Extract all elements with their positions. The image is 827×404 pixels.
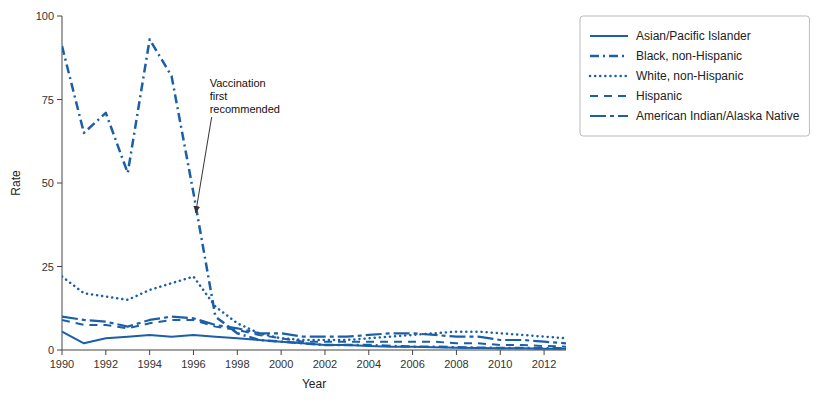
- legend-label: American Indian/Alaska Native: [636, 109, 800, 123]
- y-axis-label: Rate: [9, 170, 23, 196]
- legend-box: [580, 16, 809, 136]
- legend-label: White, non-Hispanic: [636, 69, 743, 83]
- legend-label: Black, non-Hispanic: [636, 49, 742, 63]
- axes: 1990 1992 1994 1996 1998 2000 2002 2004 2006 2008…: [36, 10, 566, 370]
- legend-swatch: [590, 95, 628, 97]
- x-tick: [368, 350, 369, 355]
- x-tick-label: 1994: [137, 358, 161, 370]
- x-tick: [281, 350, 282, 355]
- x-tick: [456, 350, 457, 355]
- x-tick-label: 2008: [444, 358, 468, 370]
- legend-label: Hispanic: [636, 89, 682, 103]
- x-axis-line: [62, 350, 566, 351]
- series-line: [62, 277, 566, 340]
- x-tick-label: 2000: [269, 358, 293, 370]
- x-tick: [193, 350, 194, 355]
- x-tick: [149, 350, 150, 355]
- series-line: [62, 39, 566, 348]
- legend-swatch: [590, 55, 628, 58]
- y-tick-label: 25: [42, 261, 54, 273]
- y-tick: [57, 266, 62, 267]
- y-tick: [57, 99, 62, 100]
- x-tick: [544, 350, 545, 355]
- x-tick-label: 2004: [357, 358, 381, 370]
- y-tick-label: 100: [36, 10, 54, 22]
- x-tick-label: 1990: [50, 358, 74, 370]
- x-tick-label: 1996: [181, 358, 205, 370]
- x-tick-label: 2002: [313, 358, 337, 370]
- x-tick-label: 2010: [488, 358, 512, 370]
- x-tick: [237, 350, 238, 355]
- y-tick-label: 75: [42, 94, 54, 106]
- x-tick: [105, 350, 106, 355]
- x-tick-label: 2006: [400, 358, 424, 370]
- legend: Asian/Pacific Islander Black, non-Hispani…: [580, 16, 809, 136]
- y-tick: [57, 350, 62, 351]
- x-axis-label: Year: [302, 377, 326, 391]
- x-tick-label: 1998: [225, 358, 249, 370]
- series-line: [62, 317, 566, 344]
- legend-label: Asian/Pacific Islander: [636, 29, 751, 43]
- x-tick-label: 1992: [94, 358, 118, 370]
- lines: [62, 39, 566, 348]
- y-tick-label: 50: [42, 177, 54, 189]
- legend-swatch: [590, 35, 628, 37]
- x-tick: [324, 350, 325, 355]
- x-tick: [500, 350, 501, 355]
- y-tick: [57, 16, 62, 17]
- annotation-arrow: [196, 117, 212, 213]
- chart: 1990 1992 1994 1996 1998 2000 2002 2004 2006 2008…: [0, 0, 827, 404]
- y-tick-label: 0: [48, 344, 54, 356]
- x-tick: [62, 350, 63, 355]
- y-tick: [57, 183, 62, 184]
- legend-swatch: [590, 75, 628, 78]
- x-tick: [412, 350, 413, 355]
- x-tick-label: 2012: [532, 358, 556, 370]
- legend-swatch: [590, 115, 628, 117]
- annotation-text: Vaccinationfirstrecommended: [210, 77, 280, 115]
